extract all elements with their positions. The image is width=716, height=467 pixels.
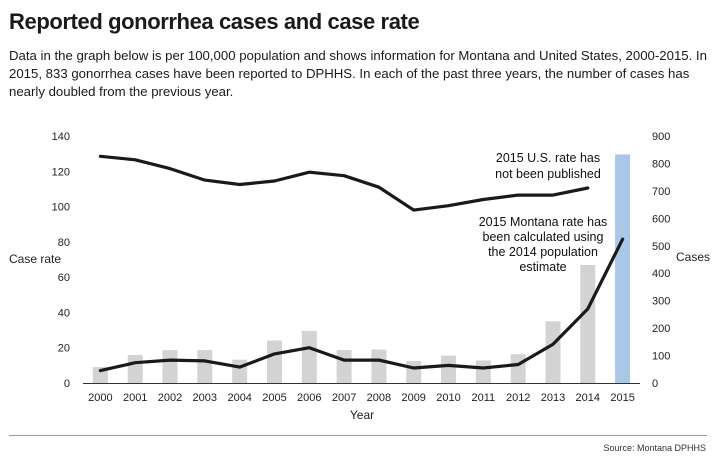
x-tick-label: 2015 <box>610 392 634 404</box>
left-tick-label: 40 <box>58 307 70 319</box>
left-axis-ticks: 0 20 40 60 80 100 120 140 <box>52 131 70 390</box>
right-tick-label: 300 <box>652 296 670 308</box>
right-tick-label: 400 <box>652 268 670 280</box>
right-tick-label: 700 <box>652 186 670 198</box>
right-axis-ticks: 0 100 200 300 400 500 600 700 800 900 <box>652 131 670 390</box>
x-tick-label: 2004 <box>227 392 251 404</box>
annotation-line: estimate <box>519 260 566 274</box>
rate-line <box>98 237 625 373</box>
chart-description: Data in the graph below is per 100,000 p… <box>9 48 707 99</box>
cases-bar <box>336 350 352 383</box>
left-tick-label: 100 <box>52 202 70 214</box>
annotation-us-rate: 2015 U.S. rate has not been published <box>495 151 601 181</box>
right-tick-label: 500 <box>652 241 670 253</box>
left-tick-label: 140 <box>52 131 70 143</box>
cases-bar <box>441 355 456 383</box>
cases-bar <box>162 350 178 383</box>
footer-divider <box>9 435 707 436</box>
left-tick-label: 0 <box>64 378 70 390</box>
cases-bar <box>232 359 248 383</box>
right-tick-label: 900 <box>652 131 670 143</box>
left-tick-label: 20 <box>58 343 70 355</box>
x-tick-label: 2006 <box>297 392 321 404</box>
left-tick-label: 80 <box>58 237 70 249</box>
cases-bar <box>371 349 387 383</box>
cases-bar <box>615 154 631 383</box>
x-tick-label: 2001 <box>123 392 147 404</box>
line-group <box>98 154 625 373</box>
x-tick-label: 2012 <box>506 392 530 404</box>
right-tick-label: 0 <box>652 378 658 390</box>
annotation-line: 2015 Montana rate has <box>479 215 608 229</box>
annotation-montana-rate: 2015 Montana rate has been calculated us… <box>479 215 608 274</box>
x-tick-label: 2009 <box>401 392 425 404</box>
x-axis-label: Year <box>350 408 374 422</box>
right-tick-label: 800 <box>652 158 670 170</box>
right-tick-label: 100 <box>652 351 670 363</box>
cases-bar <box>301 330 317 383</box>
right-tick-label: 200 <box>652 323 670 335</box>
x-tick-label: 2003 <box>193 392 217 404</box>
x-tick-label: 2002 <box>158 392 182 404</box>
cases-bar <box>580 265 596 383</box>
cases-bar <box>475 360 491 383</box>
cases-bar <box>406 361 422 383</box>
x-tick-label: 2013 <box>541 392 565 404</box>
cases-bar <box>510 354 526 383</box>
x-tick-label: 2007 <box>332 392 356 404</box>
right-axis-label: Cases <box>676 250 710 264</box>
annotation-line: 2015 U.S. rate has <box>496 151 600 165</box>
cases-bar <box>545 321 561 384</box>
bar-group <box>92 154 631 384</box>
left-axis-label: Case rate <box>9 252 61 266</box>
x-tick-label: 2005 <box>262 392 286 404</box>
x-tick-label: 2000 <box>88 392 112 404</box>
left-tick-label: 60 <box>58 272 70 284</box>
annotation-line: the 2014 population <box>488 245 598 259</box>
chart-title: Reported gonorrhea cases and case rate <box>9 9 420 34</box>
x-tick-label: 2010 <box>436 392 460 404</box>
x-axis-ticks: 2000 2001 2002 2003 2004 2005 2006 2007 2008 2009… <box>88 392 635 404</box>
source-note: Source: Montana DPHHS <box>603 443 706 453</box>
cases-bar <box>127 355 143 383</box>
cases-bar <box>267 340 282 383</box>
annotation-line: been calculated using <box>483 230 604 244</box>
x-tick-label: 2008 <box>367 392 391 404</box>
annotation-line: not been published <box>495 167 601 181</box>
x-tick-label: 2014 <box>576 392 600 404</box>
left-tick-label: 120 <box>52 166 70 178</box>
x-tick-label: 2011 <box>471 392 495 404</box>
right-tick-label: 600 <box>652 213 670 225</box>
cases-bar <box>197 350 213 383</box>
rate-line <box>98 154 590 212</box>
